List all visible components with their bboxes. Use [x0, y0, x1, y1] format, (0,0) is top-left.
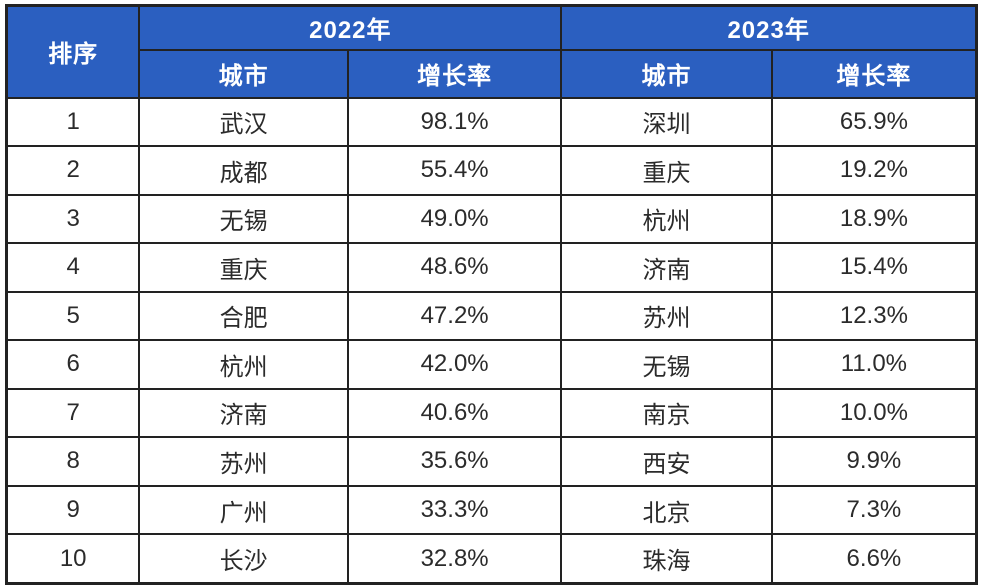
- rate-2023-cell: 9.9%: [770, 436, 978, 487]
- rank-cell: 5: [5, 290, 141, 342]
- table-row: 5 合肥 47.2% 苏州 12.3%: [5, 290, 978, 342]
- rate-2023-cell: 7.3%: [770, 484, 978, 536]
- year-2022-header: 2022年: [138, 4, 563, 51]
- rate-2023-cell: 65.9%: [770, 96, 978, 148]
- table-row: 8 苏州 35.6% 西安 9.9%: [5, 436, 978, 487]
- city-2023-cell: 深圳: [560, 96, 773, 148]
- city-2023-cell: 杭州: [560, 193, 773, 245]
- year-2023-header: 2023年: [560, 4, 978, 51]
- city-growth-rate-table: 排序 2022年 2023年 城市 增长率 城市 增长率 1 武汉 98.1% …: [5, 4, 978, 585]
- table-body: 1 武汉 98.1% 深圳 65.9% 2 成都 55.4% 重庆 19.2% …: [5, 96, 978, 585]
- rate-2022-cell: 98.1%: [346, 96, 563, 148]
- table-row: 3 无锡 49.0% 杭州 18.9%: [5, 193, 978, 245]
- rate-2023-column-header: 增长率: [770, 48, 978, 99]
- city-2022-cell: 合肥: [138, 290, 349, 342]
- city-2022-cell: 广州: [138, 484, 349, 536]
- city-2023-cell: 珠海: [560, 533, 773, 585]
- year-header-row: 排序 2022年 2023年: [5, 4, 978, 99]
- rate-2022-column-header: 增长率: [346, 48, 563, 99]
- city-2023-cell: 无锡: [560, 339, 773, 390]
- rank-cell: 9: [5, 484, 141, 536]
- city-2023-cell: 苏州: [560, 290, 773, 342]
- rate-2022-cell: 33.3%: [346, 484, 563, 536]
- rate-2022-cell: 35.6%: [346, 436, 563, 487]
- city-2022-cell: 苏州: [138, 436, 349, 487]
- rank-cell: 6: [5, 339, 141, 390]
- table-row: 9 广州 33.3% 北京 7.3%: [5, 484, 978, 536]
- city-2022-cell: 无锡: [138, 193, 349, 245]
- rate-2022-cell: 49.0%: [346, 193, 563, 245]
- rate-2023-cell: 11.0%: [770, 339, 978, 390]
- table-row: 4 重庆 48.6% 济南 15.4%: [5, 242, 978, 293]
- rank-cell: 10: [5, 533, 141, 585]
- city-2022-column-header: 城市: [138, 48, 349, 99]
- rank-cell: 3: [5, 193, 141, 245]
- table-row: 6 杭州 42.0% 无锡 11.0%: [5, 339, 978, 390]
- rate-2023-cell: 19.2%: [770, 145, 978, 196]
- city-2022-cell: 长沙: [138, 533, 349, 585]
- rate-2023-cell: 12.3%: [770, 290, 978, 342]
- growth-rate-table-container: 排序 2022年 2023年 城市 增长率 城市 增长率 1 武汉 98.1% …: [5, 4, 978, 585]
- rank-cell: 2: [5, 145, 141, 196]
- rank-cell: 1: [5, 96, 141, 148]
- table-row: 7 济南 40.6% 南京 10.0%: [5, 387, 978, 439]
- table-row: 10 长沙 32.8% 珠海 6.6%: [5, 533, 978, 585]
- city-2022-cell: 重庆: [138, 242, 349, 293]
- rate-2023-cell: 10.0%: [770, 387, 978, 439]
- rate-2022-cell: 42.0%: [346, 339, 563, 390]
- rate-2022-cell: 40.6%: [346, 387, 563, 439]
- rate-2022-cell: 55.4%: [346, 145, 563, 196]
- city-2022-cell: 武汉: [138, 96, 349, 148]
- rank-column-header: 排序: [5, 4, 141, 99]
- rate-2023-cell: 15.4%: [770, 242, 978, 293]
- rank-cell: 4: [5, 242, 141, 293]
- rate-2023-cell: 6.6%: [770, 533, 978, 585]
- city-2022-cell: 杭州: [138, 339, 349, 390]
- rate-2022-cell: 47.2%: [346, 290, 563, 342]
- city-2023-cell: 北京: [560, 484, 773, 536]
- rate-2022-cell: 48.6%: [346, 242, 563, 293]
- city-2023-cell: 济南: [560, 242, 773, 293]
- rank-cell: 7: [5, 387, 141, 439]
- city-2023-cell: 西安: [560, 436, 773, 487]
- rate-2023-cell: 18.9%: [770, 193, 978, 245]
- city-2023-cell: 南京: [560, 387, 773, 439]
- table-row: 2 成都 55.4% 重庆 19.2%: [5, 145, 978, 196]
- city-2022-cell: 济南: [138, 387, 349, 439]
- city-2023-cell: 重庆: [560, 145, 773, 196]
- city-2022-cell: 成都: [138, 145, 349, 196]
- table-header: 排序 2022年 2023年 城市 增长率 城市 增长率: [5, 4, 978, 99]
- city-2023-column-header: 城市: [560, 48, 773, 99]
- rank-cell: 8: [5, 436, 141, 487]
- rate-2022-cell: 32.8%: [346, 533, 563, 585]
- sub-header-row: 城市 增长率 城市 增长率: [7, 48, 978, 99]
- table-row: 1 武汉 98.1% 深圳 65.9%: [5, 96, 978, 148]
